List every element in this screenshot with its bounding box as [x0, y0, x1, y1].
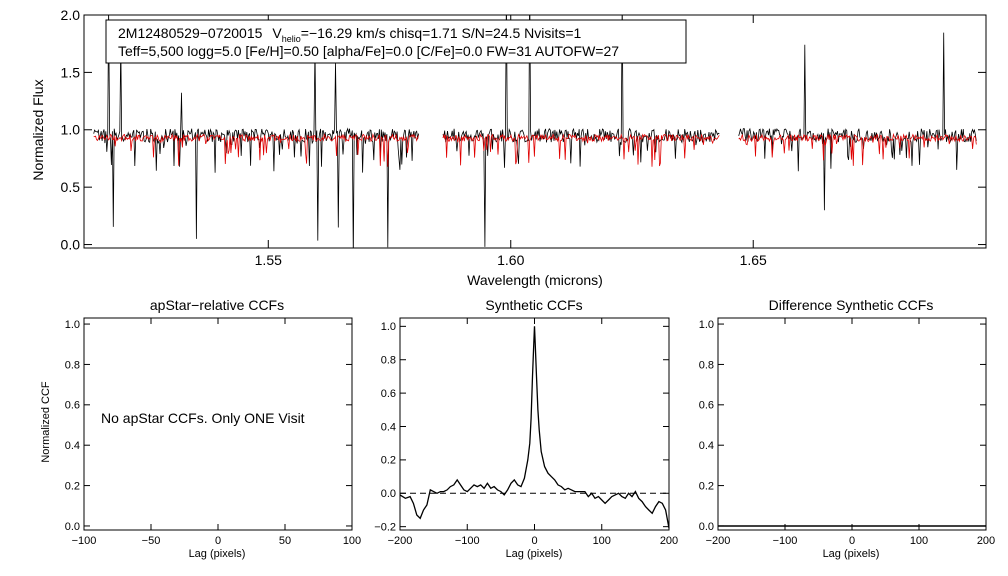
y-tick-label: 0.2: [381, 455, 396, 467]
x-tick-label: 1.60: [497, 252, 524, 268]
y-tick-label: 1.0: [61, 122, 81, 138]
y-tick-label: 1.5: [61, 64, 81, 80]
synthetic-ccf-panel: Synthetic CCFs −200 −100 0 100 200 −0.2 0.0 0.2…: [374, 297, 678, 560]
x-tick-label: −100: [773, 535, 798, 547]
y-tick-label: 0.4: [381, 421, 396, 433]
star-id: 2M12480529−0720015: [118, 25, 263, 41]
difference-ccf-xlabel: Lag (pixels): [823, 548, 880, 560]
info-box-line2: Teff=5,500 logg=5.0 [Fe/H]=0.50 [alpha/F…: [118, 43, 619, 59]
y-tick-label: 0.5: [61, 179, 81, 195]
apstar-ccf-title: apStar−relative CCFs: [150, 297, 284, 313]
model-spectrum-line: [738, 132, 977, 166]
y-tick-label: 0.0: [61, 236, 81, 252]
x-tick-label: 100: [910, 535, 928, 547]
spectrum-ticks: 1.55 1.60 1.65 0.0 0.5 1.0 1.5 2.0: [61, 7, 986, 268]
apstar-ccf-xlabel: Lag (pixels): [189, 548, 246, 560]
y-tick-label: 0.4: [699, 440, 714, 452]
y-tick-label: 0.2: [699, 480, 714, 492]
spectrum-axes-frame: [83, 14, 987, 249]
difference-ccf-ticks: −200 −100 0 100 200 0.0 0.2 0.4 0.6 0.8 1.0: [699, 318, 995, 547]
x-tick-label: −100: [455, 535, 480, 547]
x-tick-label: 0: [849, 535, 855, 547]
info-box-line1: 2M12480529−0720015 Vhelio=−16.29 km/s chi…: [118, 25, 582, 44]
x-tick-label: 1.65: [740, 252, 767, 268]
synthetic-ccf-title: Synthetic CCFs: [485, 297, 582, 313]
y-tick-label: 1.0: [699, 319, 714, 331]
y-tick-label: 0.8: [65, 359, 80, 371]
x-tick-label: −200: [388, 535, 413, 547]
x-tick-label: 0: [531, 535, 537, 547]
y-tick-label: 1.0: [381, 321, 396, 333]
observed-spectrum-line: [738, 32, 977, 211]
info-box-frame: [105, 19, 687, 64]
synthetic-ccf-xlabel: Lag (pixels): [506, 548, 563, 560]
apstar-ccf-annotation: No apStar CCFs. Only ONE Visit: [101, 410, 305, 426]
y-tick-label: 0.6: [65, 400, 80, 412]
x-tick-label: 200: [660, 535, 678, 547]
x-tick-label: 0: [215, 535, 221, 547]
x-tick-label: −50: [142, 535, 161, 547]
x-tick-label: 1.55: [255, 252, 282, 268]
y-tick-label: 0.4: [65, 440, 80, 452]
x-tick-label: −200: [706, 535, 731, 547]
synthetic-ccf-ticks: −200 −100 0 100 200 −0.2 0.0 0.2 0.4 0.6 0.8 1.0: [374, 318, 678, 547]
spectrum-ylabel: Normalized Flux: [30, 79, 46, 180]
vhelio-subscript: helio: [282, 34, 301, 44]
y-tick-label: 0.0: [381, 488, 396, 500]
y-tick-label: 0.6: [699, 400, 714, 412]
vhelio-symbol: V: [272, 25, 282, 41]
spectrum-plot-area: [93, 15, 977, 248]
synthetic-ccf-plot-area: [399, 326, 670, 529]
apstar-ccf-ylabel: Normalized CCF: [40, 381, 52, 463]
x-tick-label: 100: [593, 535, 611, 547]
spectrum-xlabel: Wavelength (microns): [467, 272, 603, 288]
y-tick-label: 0.2: [65, 480, 80, 492]
apstar-ccf-ticks: −100 −50 0 50 100 0.0 0.2 0.4 0.6 0.8 1.0: [65, 318, 361, 547]
x-tick-label: 100: [343, 535, 361, 547]
y-tick-label: −0.2: [374, 522, 396, 534]
y-tick-label: 0.8: [699, 359, 714, 371]
spectrum-info-box: 2M12480529−0720015 Vhelio=−16.29 km/s chi…: [105, 19, 687, 64]
model-spectrum-line: [442, 133, 720, 167]
y-tick-label: 0.8: [381, 355, 396, 367]
y-tick-label: 0.0: [699, 521, 714, 533]
spectrum-lines: [93, 15, 977, 248]
spectrum-panel: 1.55 1.60 1.65 0.0 0.5 1.0 1.5 2.0 Wavelength (…: [30, 7, 987, 288]
synthetic-ccf-line: [399, 326, 670, 529]
y-tick-label: 1.0: [65, 319, 80, 331]
apstar-ccf-panel: apStar−relative CCFs −100 −50 0 50 100 0.0 0.2…: [40, 297, 361, 560]
y-tick-label: 0.6: [381, 388, 396, 400]
difference-ccf-title: Difference Synthetic CCFs: [769, 297, 934, 313]
x-tick-label: 50: [279, 535, 291, 547]
x-tick-label: −100: [72, 535, 97, 547]
x-tick-label: 200: [977, 535, 995, 547]
difference-ccf-panel: Difference Synthetic CCFs −200 −100 0 100 20…: [699, 297, 995, 560]
model-spectrum-line: [93, 133, 419, 167]
fit-summary: =−16.29 km/s chisq=1.71 S/N=24.5 Nvisits…: [301, 25, 582, 41]
y-tick-label: 2.0: [61, 7, 81, 23]
y-tick-label: 0.0: [65, 521, 80, 533]
